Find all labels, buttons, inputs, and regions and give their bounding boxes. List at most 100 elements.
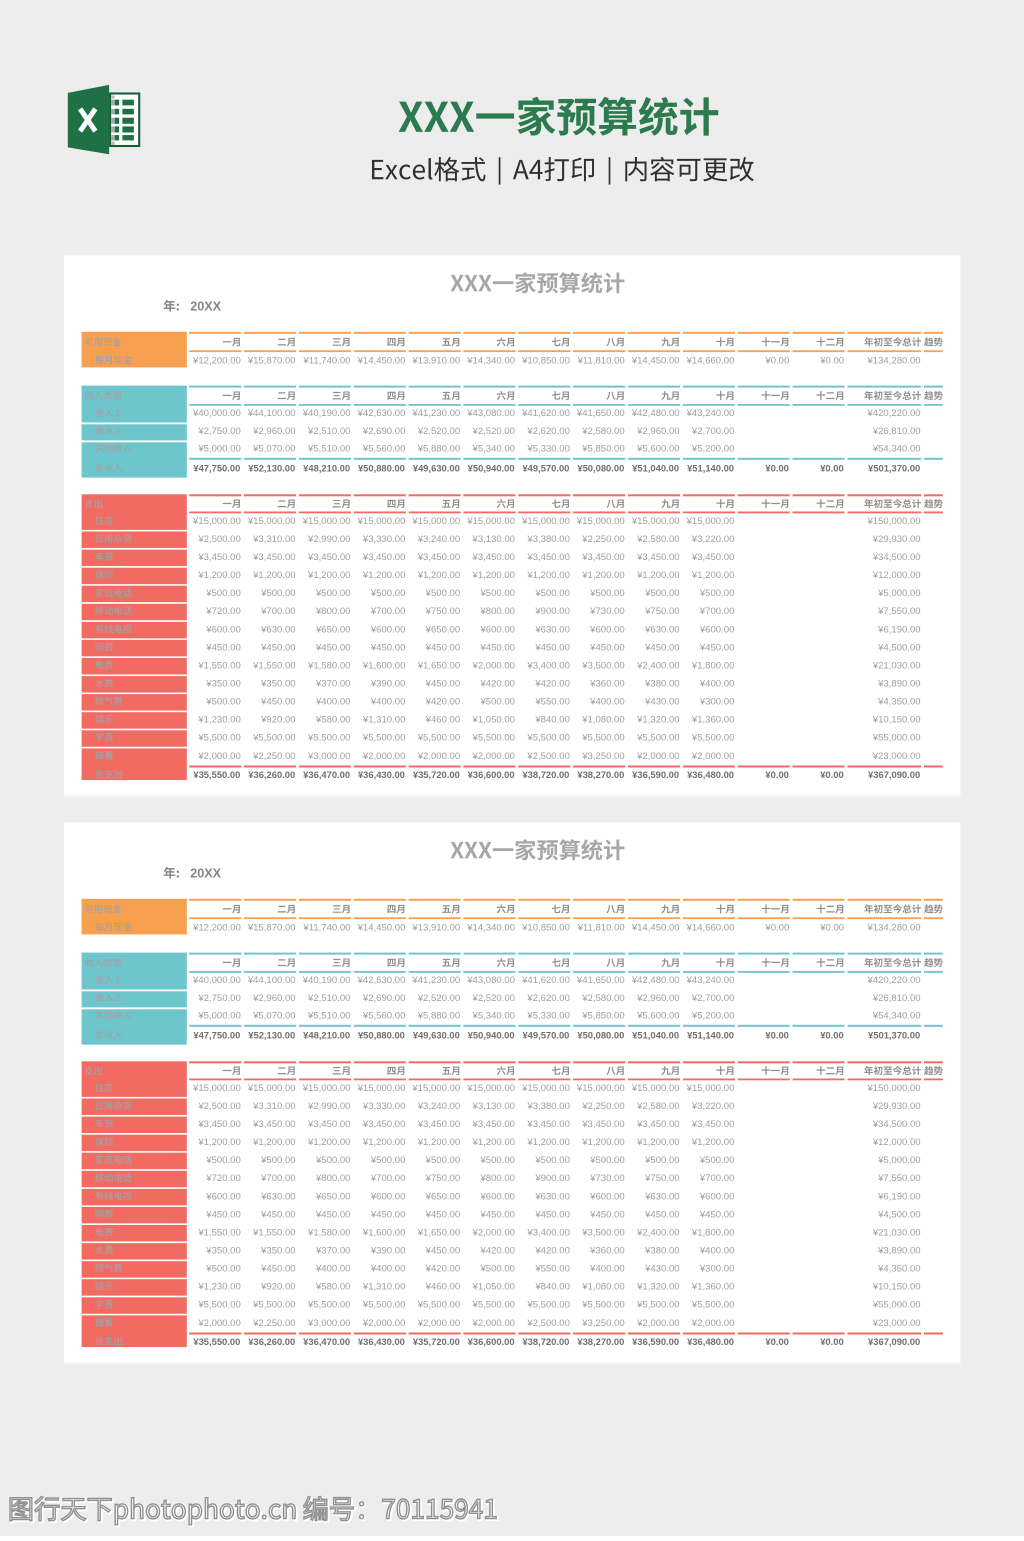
svg-text:¥630.00: ¥630.00 [260,1191,296,1202]
svg-text:¥2,690.00: ¥2,690.00 [362,993,405,1004]
svg-text:¥43,080.00: ¥43,080.00 [466,975,515,986]
svg-text:¥23,000.00: ¥23,000.00 [872,751,921,762]
svg-text:¥2,000.00: ¥2,000.00 [472,661,515,672]
svg-text:¥5,500.00: ¥5,500.00 [526,1300,569,1311]
svg-text:¥2,000.00: ¥2,000.00 [362,751,405,762]
svg-text:¥2,000.00: ¥2,000.00 [472,1318,515,1329]
svg-text:¥10,850.00: ¥10,850.00 [521,923,570,934]
svg-text:¥13,910.00: ¥13,910.00 [411,356,460,367]
svg-text:¥3,450.00: ¥3,450.00 [691,1119,734,1130]
svg-text:¥13,910.00: ¥13,910.00 [411,923,460,934]
svg-text:¥42,630.00: ¥42,630.00 [357,975,406,986]
svg-text:¥5,560.00: ¥5,560.00 [362,444,405,455]
svg-text:¥2,520.00: ¥2,520.00 [472,426,515,437]
svg-text:¥500.00: ¥500.00 [205,1155,241,1166]
svg-text:¥5,560.00: ¥5,560.00 [362,1011,405,1022]
svg-text:¥5,500.00: ¥5,500.00 [252,733,295,744]
svg-text:¥41,650.00: ¥41,650.00 [576,975,625,986]
svg-text:¥11,740.00: ¥11,740.00 [302,923,350,934]
svg-text:¥3,000.00: ¥3,000.00 [307,1318,350,1329]
svg-text:¥360.00: ¥360.00 [589,1246,625,1257]
svg-text:¥55,000.00: ¥55,000.00 [872,733,921,744]
svg-text:¥36,470.00: ¥36,470.00 [303,1336,350,1347]
svg-text:¥2,700.00: ¥2,700.00 [691,426,734,437]
svg-text:¥3,450.00: ¥3,450.00 [417,552,460,563]
svg-text:¥420,220.00: ¥420,220.00 [867,975,921,986]
svg-text:¥50,880.00: ¥50,880.00 [358,463,405,474]
svg-text:¥2,520.00: ¥2,520.00 [417,426,460,437]
svg-text:¥3,450.00: ¥3,450.00 [636,552,679,563]
svg-text:¥15,000.00: ¥15,000.00 [686,1083,735,1094]
svg-text:¥1,360.00: ¥1,360.00 [691,1282,734,1293]
svg-text:¥500.00: ¥500.00 [589,1155,625,1166]
svg-text:¥500.00: ¥500.00 [479,697,515,708]
svg-text:¥580.00: ¥580.00 [315,1282,351,1293]
svg-text:¥0.00: ¥0.00 [820,463,843,474]
svg-text:¥2,250.00: ¥2,250.00 [252,751,295,762]
svg-text:¥650.00: ¥650.00 [315,1191,351,1202]
svg-text:¥5,200.00: ¥5,200.00 [691,444,734,455]
svg-text:¥150,000.00: ¥150,000.00 [867,1083,921,1094]
svg-text:¥42,480.00: ¥42,480.00 [631,975,680,986]
svg-text:¥2,520.00: ¥2,520.00 [417,993,460,1004]
svg-text:¥5,500.00: ¥5,500.00 [252,1300,295,1311]
svg-text:¥2,500.00: ¥2,500.00 [197,534,240,545]
svg-text:¥1,800.00: ¥1,800.00 [691,661,734,672]
svg-text:¥2,750.00: ¥2,750.00 [197,993,240,1004]
svg-text:¥500.00: ¥500.00 [479,588,515,599]
svg-text:¥49,630.00: ¥49,630.00 [413,1030,460,1041]
svg-text:¥52,130.00: ¥52,130.00 [248,463,295,474]
svg-text:¥5,500.00: ¥5,500.00 [472,1300,515,1311]
svg-text:¥1,200.00: ¥1,200.00 [362,570,405,581]
svg-text:¥12,200.00: ¥12,200.00 [192,356,241,367]
svg-text:¥900.00: ¥900.00 [534,1173,570,1184]
svg-text:¥0.00: ¥0.00 [819,356,844,367]
svg-text:¥38,720.00: ¥38,720.00 [522,769,569,780]
svg-text:¥3,000.00: ¥3,000.00 [307,751,350,762]
svg-text:¥10,150.00: ¥10,150.00 [872,715,921,726]
svg-text:¥5,500.00: ¥5,500.00 [472,733,515,744]
svg-text:¥450.00: ¥450.00 [315,1209,351,1220]
svg-text:¥3,250.00: ¥3,250.00 [581,1318,624,1329]
svg-text:¥2,000.00: ¥2,000.00 [417,751,460,762]
svg-text:¥5,500.00: ¥5,500.00 [362,733,405,744]
svg-text:¥10,850.00: ¥10,850.00 [521,356,570,367]
svg-text:¥15,000.00: ¥15,000.00 [411,1083,460,1094]
svg-text:¥0.00: ¥0.00 [819,923,844,934]
svg-text:¥50,940.00: ¥50,940.00 [468,463,515,474]
svg-text:¥420,220.00: ¥420,220.00 [867,408,921,419]
svg-text:¥1,080.00: ¥1,080.00 [581,715,624,726]
svg-text:¥3,330.00: ¥3,330.00 [362,1101,405,1112]
svg-text:¥750.00: ¥750.00 [644,606,680,617]
svg-text:¥2,250.00: ¥2,250.00 [581,534,624,545]
svg-text:¥38,270.00: ¥38,270.00 [577,1336,624,1347]
svg-text:¥2,620.00: ¥2,620.00 [526,993,569,1004]
svg-text:¥450.00: ¥450.00 [699,1209,735,1220]
svg-text:¥14,340.00: ¥14,340.00 [466,923,515,934]
svg-text:¥15,000.00: ¥15,000.00 [631,516,680,527]
svg-text:¥450.00: ¥450.00 [425,679,461,690]
svg-text:¥51,140.00: ¥51,140.00 [687,463,734,474]
svg-text:¥1,550.00: ¥1,550.00 [252,1228,295,1239]
svg-text:¥2,000.00: ¥2,000.00 [691,751,734,762]
svg-text:¥650.00: ¥650.00 [425,1191,461,1202]
svg-text:¥420.00: ¥420.00 [534,679,570,690]
svg-text:¥600.00: ¥600.00 [699,624,735,635]
svg-text:¥500.00: ¥500.00 [425,1155,461,1166]
svg-text:¥35,720.00: ¥35,720.00 [413,1336,460,1347]
svg-text:¥400.00: ¥400.00 [589,1264,625,1275]
svg-text:¥5,500.00: ¥5,500.00 [526,733,569,744]
svg-text:¥15,000.00: ¥15,000.00 [357,1083,406,1094]
svg-text:¥49,570.00: ¥49,570.00 [522,463,569,474]
svg-text:¥3,310.00: ¥3,310.00 [252,1101,295,1112]
svg-text:¥350.00: ¥350.00 [205,679,241,690]
svg-text:¥2,400.00: ¥2,400.00 [636,1228,679,1239]
svg-text:¥1,550.00: ¥1,550.00 [197,661,240,672]
svg-text:¥400.00: ¥400.00 [315,697,351,708]
svg-text:¥600.00: ¥600.00 [370,624,406,635]
svg-text:¥49,570.00: ¥49,570.00 [522,1030,569,1041]
svg-text:¥800.00: ¥800.00 [315,606,351,617]
svg-text:¥38,720.00: ¥38,720.00 [522,1336,569,1347]
svg-text:¥50,940.00: ¥50,940.00 [468,1030,515,1041]
svg-text:¥450.00: ¥450.00 [479,642,515,653]
